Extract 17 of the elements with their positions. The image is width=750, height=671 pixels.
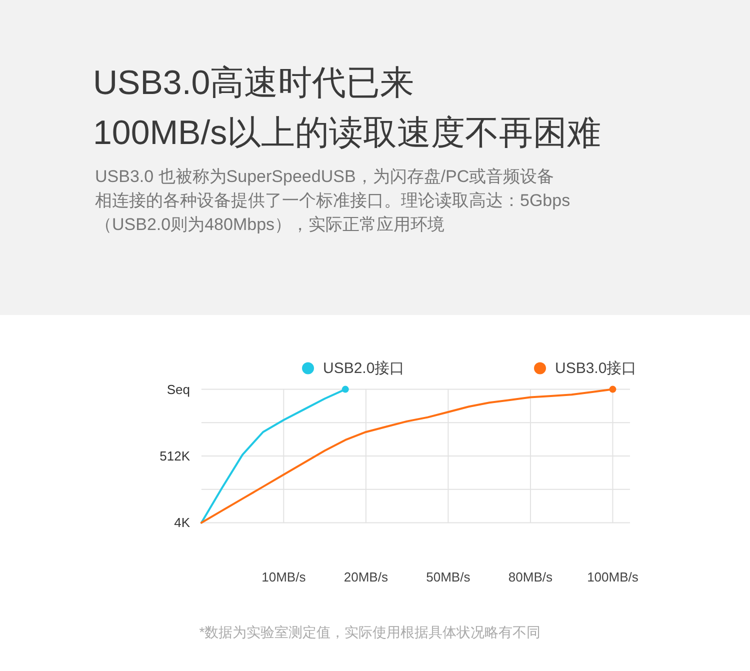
text: USB3.0 也被称为SuperSpeedUSB，为闪存盘/PC或音频设备相连接的各种设备提供了一个标准接口。理论读取高达：5Gbps（USB2.0则为480Mbps），实际正常应用环境 xyxy=(95,166,571,236)
legend-label: USB3.0接口 xyxy=(555,360,637,377)
x-tick-label: 50MB/s xyxy=(426,570,471,584)
legend-label: USB2.0接口 xyxy=(323,360,405,377)
x-tick-label: 100MB/s xyxy=(587,570,639,584)
text: *数据为实验室测定值，实际使用根据具体状况略有不同 xyxy=(198,623,542,642)
x-tick-label: 20MB/s xyxy=(344,570,388,584)
ref-line: 512K xyxy=(160,448,630,464)
legend-item: USB3.0接口 xyxy=(534,360,637,377)
x-tick-label: 10MB/s xyxy=(262,570,306,584)
legend-item: USB2.0接口 xyxy=(302,360,405,377)
ref-line-label: 512K xyxy=(160,448,190,464)
x-tick-label: 80MB/s xyxy=(508,570,553,584)
annotation: 4K xyxy=(174,515,190,530)
chart-subtitle: 100MB/s以上的读取速度不再困难 xyxy=(93,113,602,153)
annotation: Seq xyxy=(166,382,190,397)
chart-title: USB3.0高速时代已来 xyxy=(93,63,414,103)
